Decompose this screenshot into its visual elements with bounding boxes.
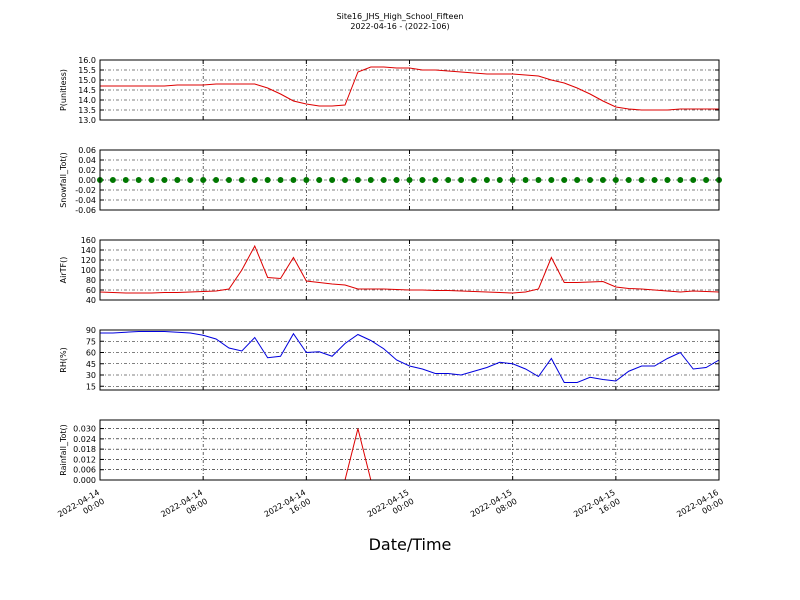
data-point xyxy=(445,177,452,183)
y-tick-label: -0.02 xyxy=(75,186,96,195)
data-point xyxy=(470,177,477,183)
data-point xyxy=(264,177,271,183)
y-tick-label: 16.0 xyxy=(78,56,96,65)
data-point xyxy=(342,177,349,183)
y-tick-label: 15 xyxy=(86,382,96,391)
data-point xyxy=(432,177,439,183)
y-tick-label: 0.02 xyxy=(78,166,96,175)
y-axis-label: Rainfall_Tot() xyxy=(59,424,68,476)
y-tick-label: -0.06 xyxy=(75,206,96,215)
y-tick-label: 60 xyxy=(86,349,96,358)
chart-title: Site16_JHS_High_School_Fifteen xyxy=(337,12,464,21)
y-axis-label: AirTF() xyxy=(59,257,68,284)
data-point xyxy=(548,177,555,183)
y-tick-label: 0.018 xyxy=(73,445,96,454)
data-point xyxy=(354,177,361,183)
y-tick-label: 13.5 xyxy=(78,106,96,115)
y-tick-label: 75 xyxy=(86,337,96,346)
y-tick-label: 60 xyxy=(86,286,96,295)
plot-frame xyxy=(99,329,720,391)
data-point xyxy=(290,177,297,183)
y-tick-label: 120 xyxy=(81,256,96,265)
plot-frame xyxy=(99,59,720,121)
y-tick-label: 45 xyxy=(86,360,96,369)
data-point xyxy=(187,177,194,183)
data-point xyxy=(651,177,658,183)
data-point xyxy=(599,177,606,183)
data-point xyxy=(690,177,697,183)
data-point xyxy=(135,177,142,183)
data-point xyxy=(148,177,155,183)
data-point xyxy=(587,177,594,183)
plot-frame xyxy=(99,239,720,301)
data-point xyxy=(612,177,619,183)
data-point xyxy=(406,177,413,183)
y-axis-label: Snowfall_Tot() xyxy=(59,152,68,208)
data-point xyxy=(664,177,671,183)
data-point xyxy=(625,177,632,183)
data-point xyxy=(561,177,568,183)
y-tick-label: 0.030 xyxy=(73,425,96,434)
data-point xyxy=(251,177,258,183)
data-point xyxy=(638,177,645,183)
y-tick-label: 0.012 xyxy=(73,455,96,464)
plot-frame xyxy=(99,149,720,211)
data-point xyxy=(329,177,336,183)
y-tick-label: 0.000 xyxy=(73,476,96,485)
data-point xyxy=(458,177,465,183)
y-tick-label: 30 xyxy=(86,371,96,380)
y-tick-label: 140 xyxy=(81,246,96,255)
data-point xyxy=(574,177,581,183)
data-point xyxy=(535,177,542,183)
data-point xyxy=(483,177,490,183)
data-point xyxy=(109,177,116,183)
y-tick-label: 40 xyxy=(86,296,96,305)
y-tick-label: 0.06 xyxy=(78,146,96,155)
data-line xyxy=(100,331,720,383)
data-point xyxy=(277,177,284,183)
y-tick-label: 160 xyxy=(81,236,96,245)
data-point xyxy=(367,177,374,183)
data-point xyxy=(703,177,710,183)
y-tick-label: -0.04 xyxy=(75,196,96,205)
y-tick-label: 90 xyxy=(86,326,96,335)
y-tick-label: 13.0 xyxy=(78,116,96,125)
y-tick-label: 0.024 xyxy=(73,435,96,444)
data-point xyxy=(303,177,310,183)
y-tick-label: 100 xyxy=(81,266,96,275)
data-point xyxy=(200,177,207,183)
data-point xyxy=(380,177,387,183)
y-tick-label: 0.006 xyxy=(73,466,96,475)
x-axis-label: Date/Time xyxy=(369,535,452,554)
data-point xyxy=(174,177,181,183)
y-tick-label: 14.5 xyxy=(78,86,96,95)
data-point xyxy=(122,177,129,183)
y-tick-label: 0.04 xyxy=(78,156,96,165)
plot-frame xyxy=(99,419,720,481)
y-tick-label: 14.0 xyxy=(78,96,96,105)
data-point xyxy=(393,177,400,183)
data-point xyxy=(225,177,232,183)
data-point xyxy=(213,177,220,183)
y-tick-label: 0.00 xyxy=(78,176,96,185)
y-axis-label: P(unitless) xyxy=(59,69,68,111)
y-axis-label: RH(%) xyxy=(59,347,68,372)
data-line xyxy=(99,244,720,294)
chart-subtitle: 2022-04-16 - (2022-106) xyxy=(350,22,449,31)
data-line xyxy=(100,66,719,111)
y-tick-label: 80 xyxy=(86,276,96,285)
data-point xyxy=(316,177,323,183)
data-point xyxy=(677,177,684,183)
data-point xyxy=(419,177,426,183)
y-tick-label: 15.0 xyxy=(78,76,96,85)
data-point xyxy=(509,177,516,183)
data-point xyxy=(496,177,503,183)
data-point xyxy=(161,177,168,183)
data-point xyxy=(522,177,529,183)
y-tick-label: 15.5 xyxy=(78,66,96,75)
data-point xyxy=(238,177,245,183)
